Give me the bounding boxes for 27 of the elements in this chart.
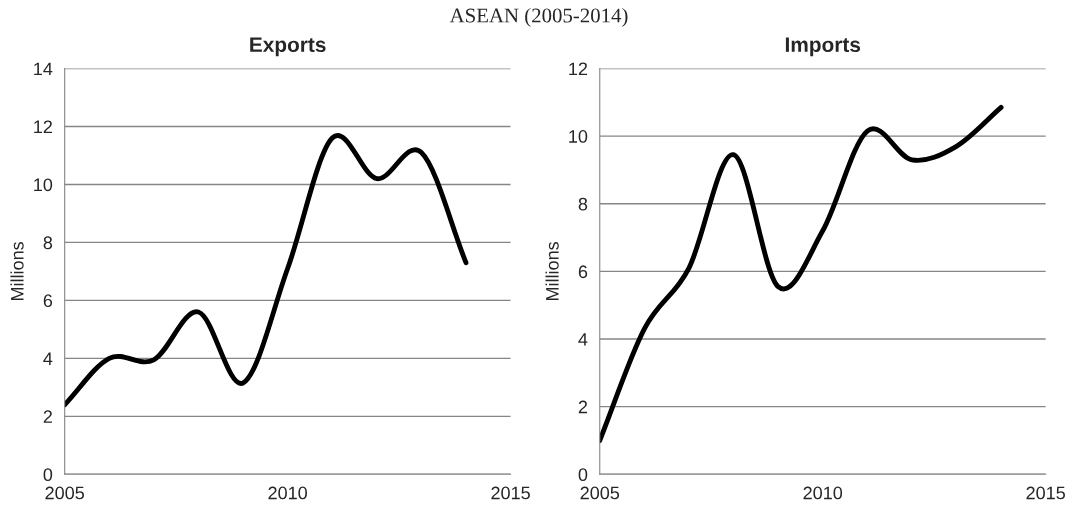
y-tick-label: 12 (34, 120, 52, 134)
y-tick-label: 6 (43, 294, 53, 308)
x-tick-label: 2005 (45, 486, 85, 500)
chart-title: Imports (785, 37, 861, 57)
y-tick-label: 14 (34, 62, 53, 76)
y-tick-label: 12 (569, 62, 588, 76)
y-tick-label: 0 (43, 468, 53, 482)
text: ASEAN (2005-2014) (449, 7, 628, 27)
y-tick-label: 6 (578, 265, 588, 279)
chart-title: Exports (250, 37, 326, 57)
x-tick-label: 2010 (268, 486, 308, 500)
x-tick-label: 2015 (1026, 486, 1065, 500)
y-axis-title: Millions (10, 241, 24, 301)
y-tick-label: 2 (43, 410, 52, 423)
y-tick-label: 10 (34, 178, 53, 192)
x-tick-label: 2005 (580, 486, 620, 500)
x-tick-label: 2010 (803, 486, 843, 500)
line-series (599, 104, 1004, 443)
y-tick-label: 0 (578, 468, 588, 482)
y-tick-label: 2 (578, 400, 588, 414)
y-tick-label: 8 (578, 197, 588, 211)
y-tick-label: 4 (578, 333, 588, 346)
y-tick-label: 4 (43, 352, 53, 365)
y-tick-label: 10 (569, 130, 588, 143)
y-tick-label: 8 (43, 236, 53, 250)
x-tick-label: 2015 (491, 486, 530, 500)
y-axis-title: Millions (545, 241, 559, 301)
